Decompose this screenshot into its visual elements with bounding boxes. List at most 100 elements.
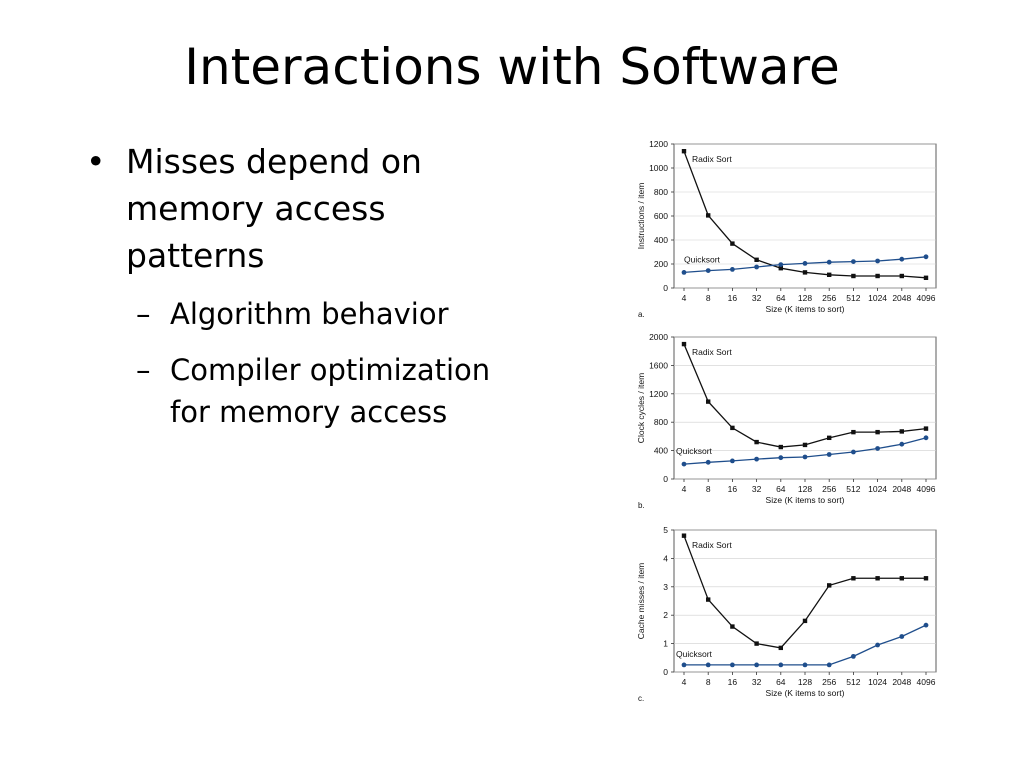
y-tick-label: 3 [663, 582, 668, 592]
x-tick-label: 16 [728, 677, 738, 687]
y-axis-label: Instructions / item [636, 183, 646, 250]
x-tick-label: 1024 [868, 484, 887, 494]
series-line [683, 437, 927, 465]
x-tick-label: 8 [706, 677, 711, 687]
panel-label: a. [638, 310, 645, 319]
x-tick-label: 128 [798, 484, 812, 494]
x-tick-label: 2048 [892, 677, 911, 687]
x-tick-label: 64 [776, 484, 786, 494]
data-point [827, 435, 832, 441]
bullet-line: memory access [126, 189, 386, 228]
data-point [754, 641, 759, 646]
data-point [778, 444, 783, 450]
sub-bullet-dash: – [136, 353, 151, 387]
sub-bullet-line: Compiler optimization [170, 353, 491, 387]
plot-frame [673, 529, 937, 673]
x-tick-label: 256 [822, 677, 836, 687]
data-point [851, 449, 856, 455]
data-point [754, 257, 759, 262]
data-point [851, 259, 856, 264]
data-point [851, 653, 856, 659]
sub-bullet-line: Algorithm behavior [170, 297, 449, 331]
data-point [778, 662, 784, 668]
data-point [730, 425, 735, 431]
x-tick-label: 4096 [917, 484, 936, 494]
chart-stack: 0 200 400 600 800 1000 1200 4 8 16 32 64 128 256 512 10… [622, 134, 942, 713]
chart-cache-misses: 0 1 2 3 4 5 4 8 16 32 64 128 256 512 1024 2048 4096 Size … [636, 525, 937, 703]
y-tick-label: 5 [663, 525, 668, 535]
x-tick-label: 4 [682, 677, 687, 687]
data-point [754, 439, 759, 445]
data-point [875, 429, 880, 435]
data-point [681, 662, 687, 668]
x-tick-label: 32 [752, 293, 762, 303]
data-point [730, 662, 735, 668]
series-label: Quicksort [676, 446, 713, 456]
x-axis-label: Size (K items to sort) [766, 688, 845, 698]
x-tick-label: 64 [776, 677, 786, 687]
data-point [705, 268, 711, 273]
x-tick-label: 64 [776, 293, 786, 303]
data-point [851, 273, 856, 279]
y-tick-label: 2000 [649, 332, 668, 342]
data-point [802, 442, 808, 448]
data-point [681, 533, 687, 538]
series-label: Radix Sort [692, 347, 732, 357]
x-tick-label: 4 [682, 293, 687, 303]
y-tick-label: 600 [654, 211, 668, 221]
panel-label: c. [638, 694, 644, 703]
x-axis-label: Size (K items to sort) [766, 495, 845, 505]
series-label: Quicksort [684, 254, 721, 264]
x-tick-label: 32 [752, 484, 762, 494]
x-tick-label: 4096 [917, 677, 936, 687]
data-point [923, 254, 929, 260]
y-tick-label: 2 [663, 610, 668, 620]
data-point [923, 275, 929, 280]
data-point [681, 341, 687, 347]
data-point [899, 273, 904, 279]
data-point [706, 597, 711, 602]
y-tick-label: 1600 [649, 360, 668, 370]
x-tick-label: 8 [706, 293, 711, 303]
panel-label: b. [638, 501, 645, 510]
y-tick-label: 800 [654, 187, 668, 197]
y-tick-label: 4 [663, 553, 668, 563]
series-line [684, 624, 927, 666]
x-tick-label: 2048 [892, 484, 911, 494]
data-point [730, 458, 735, 464]
data-point [851, 576, 856, 581]
data-point [923, 622, 929, 628]
y-tick-label: 200 [654, 259, 668, 269]
data-point [875, 273, 880, 279]
series-label: Radix Sort [692, 540, 732, 550]
y-tick-label: 400 [654, 446, 668, 456]
slide-title: Interactions with Software [184, 38, 840, 96]
data-point [802, 662, 808, 668]
y-tick-label: 1200 [649, 389, 668, 399]
data-point [754, 264, 759, 270]
data-point [681, 149, 687, 154]
data-point [899, 429, 904, 434]
data-point [899, 441, 905, 447]
data-point [681, 270, 687, 275]
x-tick-label: 32 [752, 677, 762, 687]
x-tick-label: 128 [798, 677, 812, 687]
x-tick-label: 256 [822, 293, 836, 303]
data-point [827, 272, 832, 277]
x-tick-label: 1024 [868, 293, 887, 303]
y-tick-label: 400 [654, 235, 668, 245]
data-point [778, 645, 783, 651]
data-point [802, 270, 808, 275]
data-point [923, 426, 929, 431]
y-tick-label: 1 [663, 639, 668, 649]
data-point [681, 461, 687, 467]
data-point [754, 662, 759, 668]
x-tick-label: 16 [728, 484, 738, 494]
x-tick-label: 128 [798, 293, 812, 303]
x-tick-label: 4096 [917, 293, 936, 303]
bullet-list: • Misses depend on memory access pattern… [84, 138, 604, 433]
data-point [778, 262, 784, 267]
x-tick-label: 4 [682, 484, 687, 494]
data-point [875, 576, 880, 581]
data-point [826, 662, 832, 668]
